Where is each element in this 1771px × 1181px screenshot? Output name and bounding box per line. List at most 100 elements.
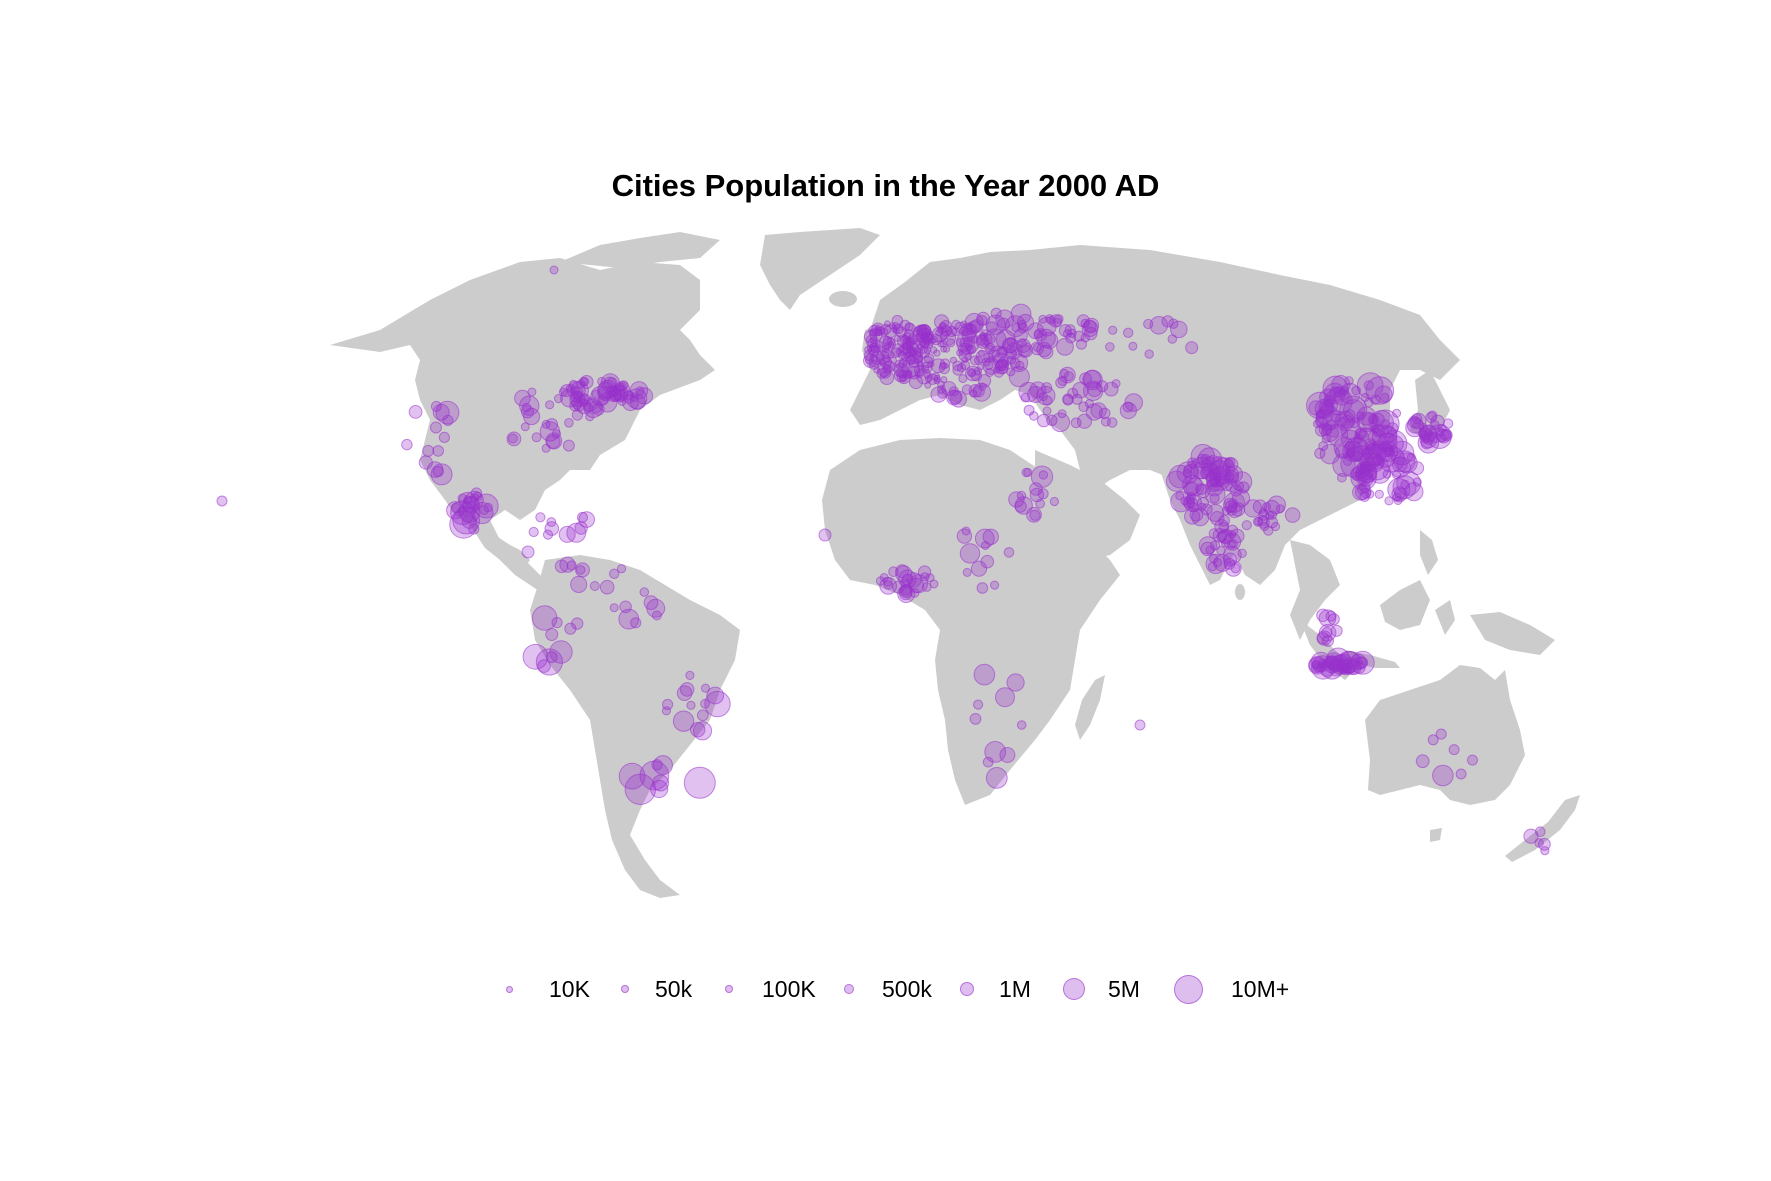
- city-bubble: [818, 528, 832, 542]
- city-bubble: [1185, 477, 1205, 497]
- city-bubble: [942, 345, 951, 353]
- city-bubble: [1038, 392, 1048, 402]
- city-bubble: [1333, 436, 1356, 458]
- city-bubble: [520, 422, 530, 432]
- city-bubble: [1432, 764, 1454, 787]
- city-bubble: [1041, 382, 1053, 394]
- city-bubble: [1415, 754, 1430, 769]
- city-bubble: [984, 741, 1007, 763]
- city-bubble: [946, 338, 956, 348]
- city-bubble: [984, 360, 994, 371]
- city-bubble: [1033, 328, 1048, 342]
- city-bubble: [924, 381, 932, 389]
- city-bubble: [1360, 461, 1371, 473]
- city-bubble: [1360, 487, 1372, 499]
- city-bubble: [939, 362, 947, 370]
- greenland: [760, 228, 880, 310]
- legend-dot-icon: [960, 982, 974, 996]
- city-bubble: [1128, 341, 1138, 351]
- city-bubble: [572, 390, 583, 401]
- city-bubble: [706, 686, 725, 705]
- city-bubble: [1210, 540, 1221, 551]
- city-bubble: [899, 587, 913, 601]
- city-bubble: [1059, 366, 1076, 384]
- city-bubble: [1037, 316, 1057, 337]
- city-bubble: [906, 346, 916, 356]
- city-bubble: [880, 323, 892, 335]
- city-bubble: [1340, 657, 1357, 674]
- city-bubble: [1284, 507, 1301, 523]
- city-bubble: [937, 388, 948, 399]
- city-bubble: [990, 580, 1000, 590]
- city-bubble: [1007, 355, 1017, 365]
- city-bubble: [985, 314, 1006, 335]
- city-bubble: [993, 367, 1005, 378]
- city-bubble: [973, 699, 984, 710]
- city-bubble: [1374, 385, 1393, 404]
- legend-dot-icon: [1174, 974, 1203, 1004]
- city-bubble: [506, 431, 522, 447]
- city-bubble: [902, 340, 920, 358]
- city-bubble: [1200, 541, 1215, 557]
- arabian-peninsula: [1035, 450, 1140, 560]
- city-bubble: [1045, 314, 1055, 324]
- city-bubble: [1212, 558, 1223, 568]
- south-america: [530, 555, 740, 898]
- city-bubble: [1011, 322, 1021, 333]
- sri-lanka: [1235, 584, 1245, 600]
- city-bubble: [564, 622, 577, 635]
- city-bubble: [576, 399, 592, 415]
- city-bubble: [931, 372, 941, 381]
- city-bubble: [1149, 316, 1169, 335]
- city-bubble: [1323, 655, 1342, 674]
- legend-label: 50k: [655, 975, 693, 1002]
- city-bubble: [933, 349, 941, 357]
- city-bubble: [1380, 419, 1391, 430]
- city-bubble: [1231, 489, 1251, 508]
- city-bubble: [616, 564, 627, 574]
- sulawesi: [1435, 600, 1455, 635]
- city-bubble: [1540, 846, 1550, 856]
- city-bubble: [1315, 424, 1328, 437]
- city-bubble: [1523, 828, 1539, 844]
- city-bubble: [468, 523, 480, 535]
- city-bubble: [452, 506, 481, 535]
- legend-item-1m: 1M: [960, 965, 1031, 1013]
- city-bubble: [685, 670, 695, 681]
- city-bubble: [1321, 410, 1350, 438]
- city-bubble: [995, 687, 1015, 708]
- city-bubble: [1321, 434, 1332, 444]
- city-bubble: [609, 568, 620, 579]
- city-bubble: [969, 713, 982, 725]
- city-bubble: [558, 525, 576, 543]
- city-bubble: [1198, 536, 1218, 555]
- city-bubble: [408, 405, 423, 419]
- city-bubble: [880, 348, 887, 356]
- city-bubble: [1448, 744, 1460, 756]
- city-bubble: [528, 526, 539, 538]
- city-bubble: [643, 595, 659, 610]
- city-bubble: [479, 505, 489, 515]
- city-bubble: [1134, 719, 1146, 731]
- city-bubble: [1467, 754, 1478, 766]
- legend-item-10m-plus: 10M+: [1174, 965, 1289, 1013]
- city-bubble: [553, 394, 564, 404]
- city-bubble: [471, 501, 494, 525]
- city-bubble: [980, 554, 995, 569]
- city-bubble: [609, 603, 619, 613]
- city-bubble: [1036, 341, 1052, 358]
- city-bubble: [930, 333, 942, 346]
- legend-dot-icon: [725, 985, 733, 993]
- city-bubble: [1316, 608, 1330, 622]
- city-bubble: [1050, 412, 1071, 433]
- city-bubble: [578, 511, 596, 528]
- city-bubble: [1333, 389, 1350, 406]
- city-bubble: [531, 432, 542, 443]
- city-bubble: [1161, 315, 1174, 328]
- city-bubble: [1191, 508, 1210, 527]
- city-bubble: [869, 359, 880, 370]
- city-bubble: [545, 400, 555, 410]
- city-bubble: [956, 528, 973, 544]
- city-bubble: [430, 421, 442, 434]
